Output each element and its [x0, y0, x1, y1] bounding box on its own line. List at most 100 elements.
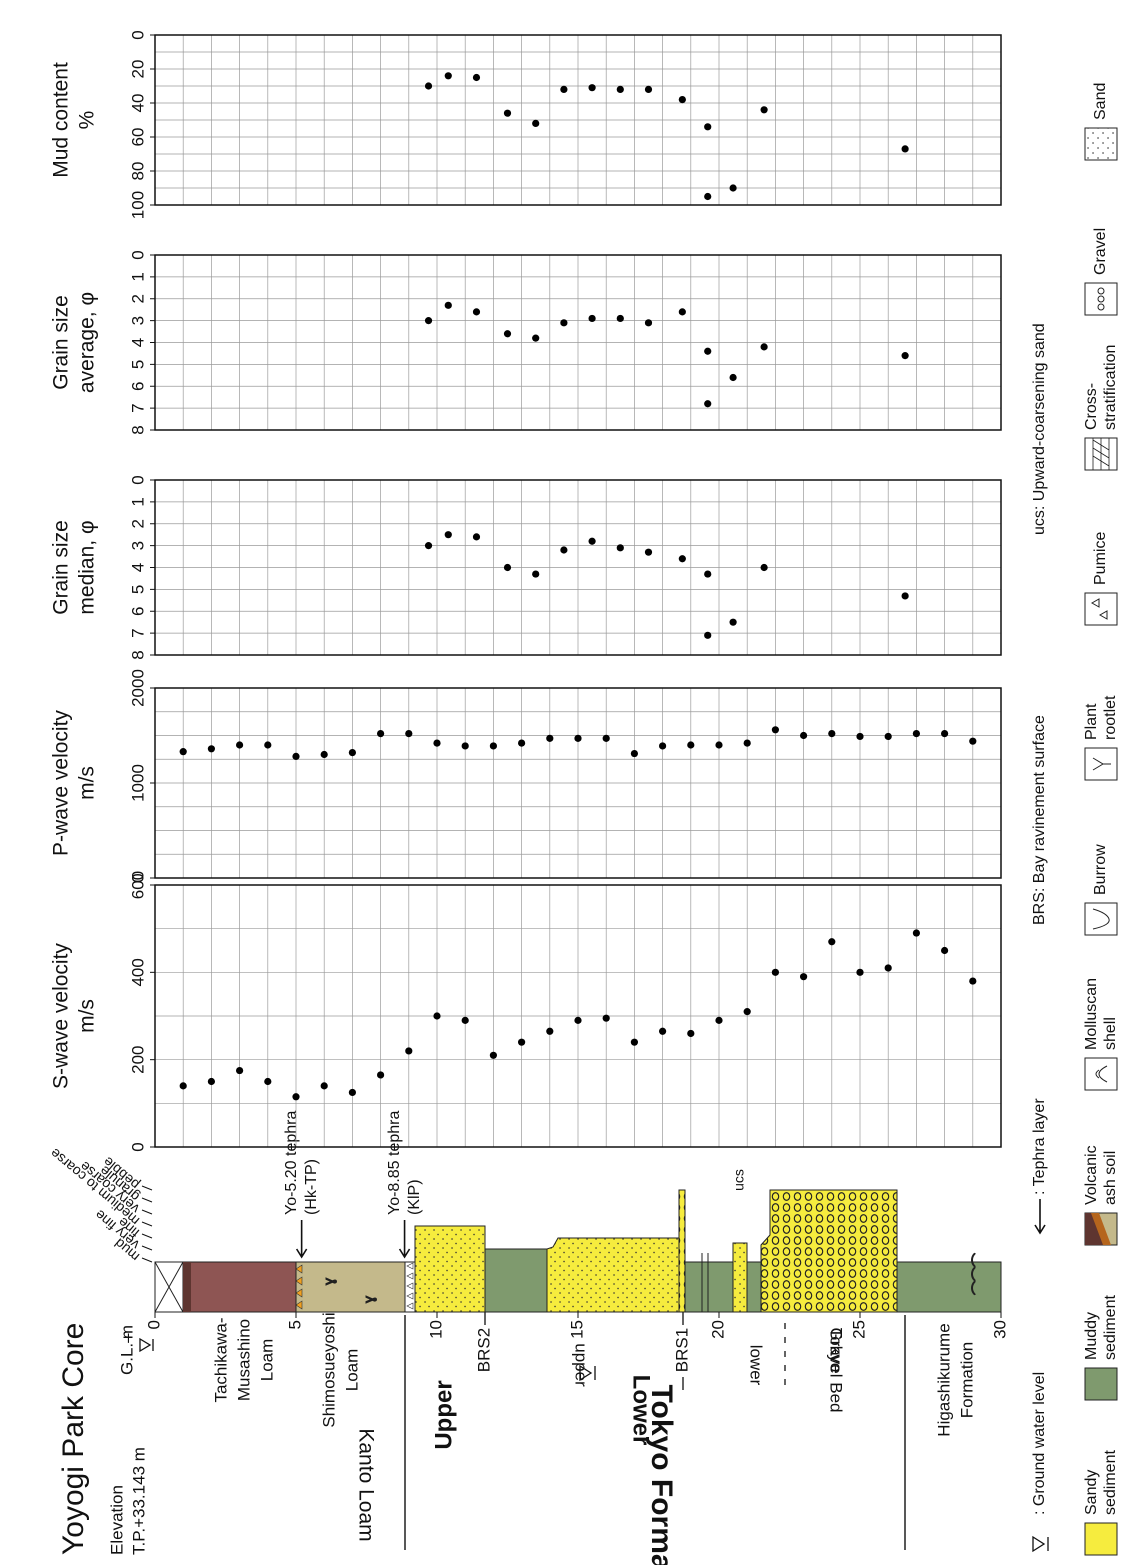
point — [744, 739, 751, 746]
depth-tick-label: 25 — [849, 1320, 868, 1339]
scale-tick — [142, 1246, 152, 1250]
point — [800, 973, 807, 980]
point — [645, 86, 652, 93]
legend-label: shell — [1102, 1017, 1119, 1050]
legend-label: Molluscan — [1083, 978, 1100, 1050]
point — [425, 317, 432, 324]
legend-label: Plant — [1083, 703, 1100, 740]
member-label: Upper — [430, 1380, 457, 1449]
point — [292, 753, 299, 760]
point — [574, 735, 581, 742]
rootlet-symbol: ɣ — [321, 1278, 337, 1285]
x-tick-label: 0 — [128, 873, 147, 882]
point — [828, 730, 835, 737]
point — [292, 1093, 299, 1100]
point — [687, 1030, 694, 1037]
point — [715, 1017, 722, 1024]
point — [617, 86, 624, 93]
point — [704, 348, 711, 355]
x-tick-label: 40 — [128, 94, 147, 113]
tephra-arrow — [297, 1220, 307, 1257]
point — [969, 977, 976, 984]
point — [631, 750, 638, 757]
point — [490, 742, 497, 749]
elevation-value: T.P.+33.143 m — [129, 1447, 148, 1555]
chart-title: m/s — [76, 999, 99, 1033]
point — [546, 1028, 553, 1035]
point — [405, 730, 412, 737]
tephra-symbol — [1035, 1199, 1045, 1233]
point — [473, 74, 480, 81]
point — [546, 735, 553, 742]
scale-tick — [142, 1258, 152, 1262]
surface-label: BRS2 — [474, 1328, 493, 1372]
point — [761, 343, 768, 350]
point — [772, 969, 779, 976]
legend-label: Cross- — [1083, 383, 1100, 430]
tephra-label: (KlP) — [406, 1179, 423, 1215]
stratum-label: Loam — [342, 1349, 361, 1392]
point — [349, 1089, 356, 1096]
point — [532, 120, 539, 127]
surface-label: BRS1 — [672, 1328, 691, 1372]
point — [208, 745, 215, 752]
point — [704, 123, 711, 130]
point — [902, 352, 909, 359]
x-tick-label: 1 — [128, 272, 147, 281]
point — [761, 106, 768, 113]
stratum-label: Higashikurume — [934, 1323, 953, 1436]
depth-unit: m — [117, 1325, 136, 1339]
depth-tick-label: 20 — [708, 1320, 727, 1339]
scale-tick — [142, 1222, 152, 1226]
x-tick-label: 5 — [128, 585, 147, 594]
legend-label: Gravel — [1092, 228, 1109, 275]
point — [560, 319, 567, 326]
tephra-label: (Hk-TP) — [303, 1159, 320, 1215]
x-tick-label: 8 — [128, 425, 147, 434]
point — [761, 564, 768, 571]
point — [969, 738, 976, 745]
point — [180, 748, 187, 755]
stratum-label: Musashino — [234, 1319, 253, 1401]
x-tick-label: 0 — [128, 475, 147, 484]
point — [349, 749, 356, 756]
point — [462, 742, 469, 749]
elevation-label: Elevation — [107, 1485, 126, 1555]
legend-label: rootlet — [1102, 695, 1119, 740]
point — [518, 739, 525, 746]
legend-label: Muddy — [1083, 1312, 1100, 1360]
swatch — [1085, 1058, 1117, 1090]
point — [730, 374, 737, 381]
point — [704, 193, 711, 200]
chart: 876543210Grain sizeaverage, φ — [50, 250, 1001, 434]
point — [941, 947, 948, 954]
point — [518, 1039, 525, 1046]
point — [532, 335, 539, 342]
x-tick-label: 4 — [128, 563, 147, 572]
x-tick-label: 2000 — [128, 669, 147, 707]
point — [913, 929, 920, 936]
point — [433, 739, 440, 746]
point — [433, 1012, 440, 1019]
legend-label: Pumice — [1092, 532, 1109, 585]
depth-tick-label: 0 — [144, 1320, 163, 1329]
x-tick-label: 60 — [128, 128, 147, 147]
chart-title: Mud content — [50, 62, 73, 178]
point — [462, 1017, 469, 1024]
point — [445, 531, 452, 538]
point — [589, 538, 596, 545]
swatch — [1085, 1368, 1117, 1400]
point — [589, 84, 596, 91]
unit-label: Gravel Bed — [827, 1327, 846, 1412]
point — [504, 330, 511, 337]
point — [941, 730, 948, 737]
rootlet-symbol: ɣ — [361, 1296, 377, 1303]
group-label: Kanto Loam — [354, 1428, 377, 1541]
point — [885, 733, 892, 740]
point — [800, 732, 807, 739]
point — [504, 110, 511, 117]
point — [659, 1028, 666, 1035]
x-tick-label: 8 — [128, 650, 147, 659]
